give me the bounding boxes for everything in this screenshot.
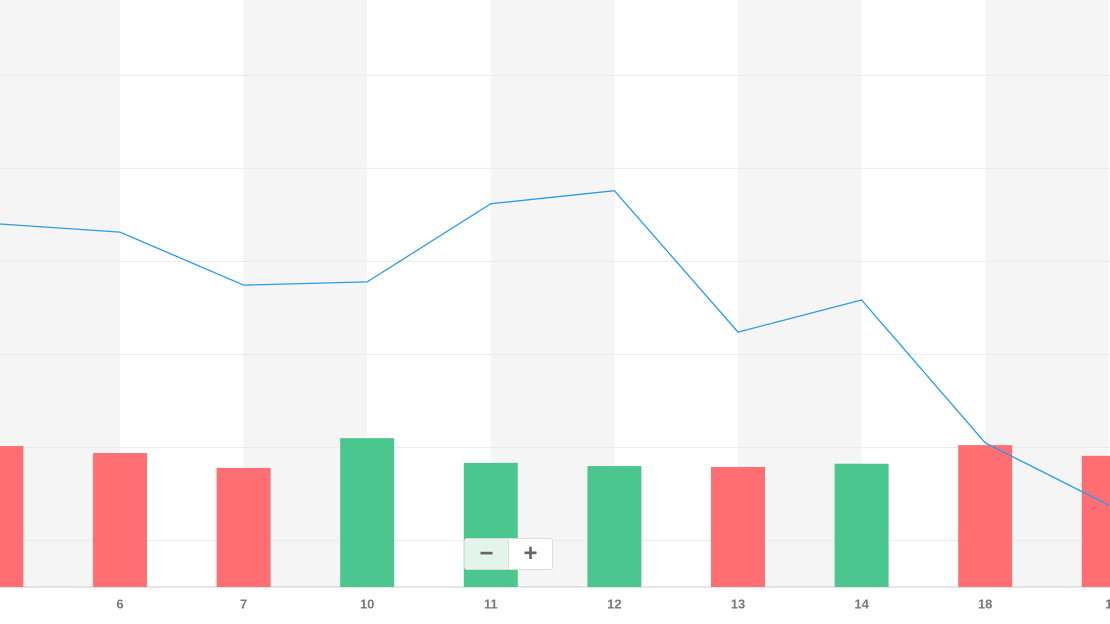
bar: [711, 466, 765, 587]
bar: [834, 463, 889, 587]
x-tick-label: 14: [854, 596, 869, 611]
bar: [216, 467, 271, 587]
x-tick-label: 7: [240, 596, 247, 611]
x-tick-label: 12: [607, 596, 621, 611]
zoom-in-button[interactable]: +: [523, 540, 538, 567]
bar: [958, 445, 1013, 587]
bar: [340, 438, 395, 587]
x-tick-label: 13: [731, 596, 745, 611]
x-tick-label: 10: [360, 596, 374, 611]
x-tick-label: 18: [978, 596, 992, 611]
bar: [1081, 455, 1110, 587]
zoom-out-button[interactable]: −: [465, 539, 509, 569]
x-tick-label: 1: [1105, 596, 1110, 611]
x-tick-label: 11: [484, 596, 498, 611]
bar: [93, 453, 147, 587]
zoom-control: − +: [464, 538, 553, 570]
line: [0, 190, 1110, 506]
x-tick-label: 6: [116, 596, 123, 611]
bar: [587, 466, 642, 587]
bar: [0, 446, 24, 587]
